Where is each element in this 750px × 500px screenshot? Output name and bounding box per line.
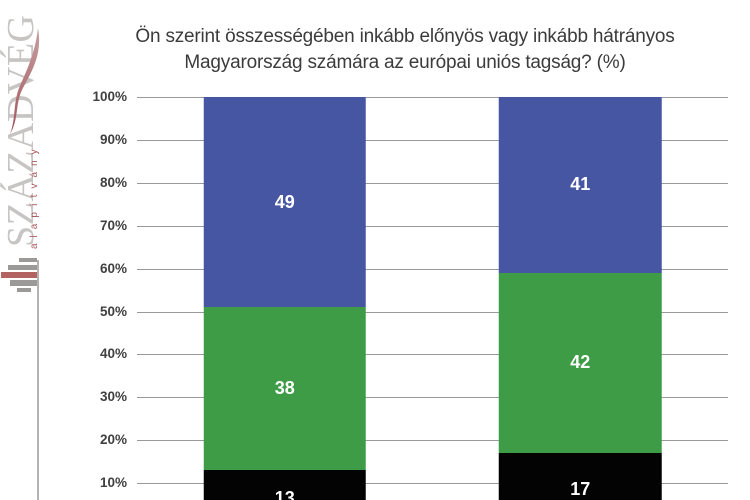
- bar-segment-green-middle-segment: 38: [203, 307, 367, 471]
- chart-title: Ön szerint összességében inkább előnyös …: [60, 24, 750, 76]
- chart-title-line-2: Magyarország számára az európai uniós ta…: [184, 52, 626, 73]
- plot-area: 100% 90% 80% 70% 60% 50% 40% 30% 20% 10% 49 38 13 41 4…: [92, 89, 728, 500]
- gridline-20: [137, 440, 728, 442]
- gridline-50: [137, 311, 728, 313]
- stacked-bar-1: 49 38 13: [203, 97, 367, 500]
- bar-segment-blue-top-segment: 49: [203, 97, 367, 308]
- gridline-100: [137, 97, 728, 98]
- stacked-bar-2: 41 42 17: [498, 97, 662, 500]
- bar-segment-black-bottom-segment: 17: [498, 453, 662, 500]
- logo-bar-3: [1, 272, 37, 278]
- logo-bar-4: [10, 280, 37, 286]
- bar-value-label: 49: [274, 191, 295, 212]
- szazadveg-subtext: alapítvány: [29, 143, 40, 249]
- gridline-40: [137, 354, 728, 356]
- y-axis-tick-label: 70%: [99, 217, 127, 233]
- bar-value-label: 38: [274, 378, 295, 399]
- y-axis-tick-label: 30%: [99, 389, 127, 405]
- y-axis-tick-label: 20%: [99, 432, 127, 448]
- y-axis-tick-label: 10%: [99, 475, 127, 491]
- gridline-30: [137, 397, 728, 399]
- gridline-70: [137, 225, 728, 227]
- bar-segment-black-bottom-segment: 13: [203, 470, 367, 500]
- chart-title-line-1: Ön szerint összességében inkább előnyös …: [135, 26, 675, 47]
- logo-bar-2: [8, 265, 37, 270]
- y-axis-tick-label: 90%: [99, 131, 127, 147]
- gridline-10: [137, 483, 728, 485]
- y-axis-tick-label: 100%: [92, 89, 127, 104]
- bar-value-label: 17: [570, 479, 591, 499]
- y-axis-tick-label: 80%: [99, 174, 127, 190]
- bar-value-label: 42: [570, 352, 591, 373]
- category-cell-1: 49 38 13: [137, 97, 433, 500]
- logo-swoosh-icon: [10, 28, 40, 134]
- gridline-90: [137, 139, 728, 141]
- logo-bars-icon: [0, 256, 40, 296]
- y-axis-tick-label: 40%: [99, 346, 127, 362]
- bar-value-label: 13: [274, 487, 295, 500]
- gridline-80: [137, 182, 728, 184]
- logo-bar-1: [19, 258, 37, 262]
- y-axis-tick-label: 60%: [99, 260, 127, 276]
- bar-segment-blue-top-segment: 41: [498, 97, 662, 273]
- y-axis-tick-label: 50%: [99, 303, 127, 319]
- logo-vertical-rule: [37, 260, 39, 500]
- bars-container: 49 38 13 41 42 17: [137, 97, 728, 500]
- category-cell-2: 41 42 17: [433, 97, 729, 500]
- bar-value-label: 41: [570, 174, 591, 195]
- logo-bar-5: [17, 288, 31, 292]
- bar-segment-green-middle-segment: 42: [498, 272, 662, 454]
- gridline-60: [137, 268, 728, 270]
